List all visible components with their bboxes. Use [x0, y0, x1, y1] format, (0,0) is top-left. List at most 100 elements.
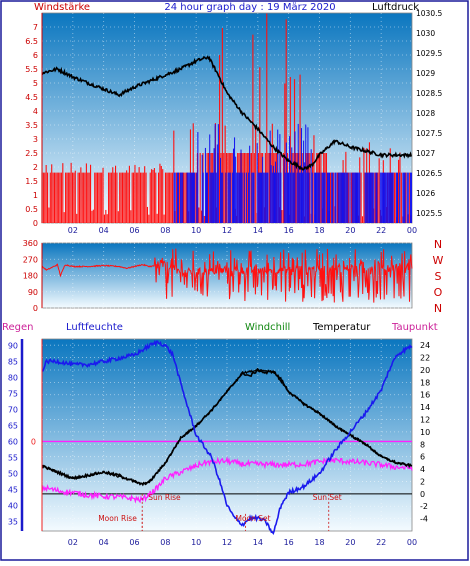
moon-set-label: Moon Set [236, 514, 271, 523]
legend-regen: Regen [2, 322, 34, 333]
wind-axis-ticks: 0 0.5 1 1.5 2 2.5 3 3.5 4 4.5 5 5.5 6 6.5 7 [25, 13, 43, 228]
hour-tick-label: 02 [68, 538, 78, 547]
humidity-tick-label: 40 [8, 501, 18, 510]
pressure-tick-label: 1028.5 [416, 89, 442, 98]
pressure-line [41, 55, 412, 171]
hour-tick-label: 06 [129, 226, 139, 235]
temperature-tick-label: 16 [420, 391, 430, 400]
temperature-tick-label: 18 [420, 378, 430, 387]
pressure-tick-label: 1030 [416, 29, 435, 38]
direction-tick-label: 90 [28, 288, 38, 297]
direction-tick-label: 270 [23, 255, 38, 264]
hour-tick-label: 08 [160, 538, 170, 547]
humidity-tick-label: 45 [8, 485, 18, 494]
humidity-tick-label: 90 [8, 341, 18, 350]
direction-tick-label: 180 [23, 272, 38, 281]
rain-tick-label: 0 [31, 437, 36, 446]
wind-tick-label: 4 [33, 107, 38, 116]
temperature-tick-label: 8 [420, 440, 425, 449]
wind-tick-label: 3.5 [25, 121, 38, 130]
sun-rise-label: Sun Rise [148, 493, 181, 502]
dewpoint-line [41, 455, 413, 504]
direction-series [41, 248, 413, 303]
temperature-line [41, 367, 413, 487]
wind-tick-label: 6 [33, 51, 38, 60]
legend-taupunkt: Taupunkt [391, 322, 438, 333]
temperature-tick-label: 20 [420, 366, 430, 375]
direction-tick-label: 0 [33, 304, 38, 313]
hour-tick-label: 04 [99, 538, 109, 547]
hour-tick-label: 00 [407, 538, 417, 547]
hour-tick-label: 14 [253, 538, 263, 547]
hour-tick-label: 16 [284, 538, 294, 547]
hour-tick-label: 10 [191, 538, 201, 547]
compass-letter: N [434, 238, 442, 251]
temperature-tick-label: 24 [420, 341, 430, 350]
humidity-line [42, 339, 413, 535]
pressure-tick-label: 1026 [416, 189, 435, 198]
temperature-tick-label: 6 [420, 453, 425, 462]
hour-tick-label: 22 [376, 538, 386, 547]
hour-tick-label: 18 [314, 226, 324, 235]
humidity-tick-label: 65 [8, 421, 18, 430]
wind-x-ticks: 02 04 06 08 10 12 14 16 18 20 22 00 [68, 226, 417, 235]
temp-x-ticks: 02 04 06 08 10 12 14 16 18 20 22 00 [68, 538, 417, 547]
pressure-tick-label: 1025.5 [416, 209, 442, 218]
wind-tick-label: 5.5 [25, 65, 38, 74]
hour-tick-label: 18 [314, 538, 324, 547]
pressure-tick-label: 1029 [416, 69, 435, 78]
humidity-axis-ticks: 35 40 45 50 55 60 65 70 75 80 85 90 [8, 339, 24, 531]
hour-tick-label: 16 [284, 226, 294, 235]
hour-tick-label: 22 [376, 226, 386, 235]
wind-tick-label: 2 [33, 163, 38, 172]
pressure-axis-ticks: 1025.5 1026 1026.5 1027 1027.5 1028 1028.5 1029… [416, 9, 442, 218]
direction-tick-label: 360 [23, 239, 38, 248]
temperature-tick-label: 14 [420, 403, 430, 412]
pressure-tick-label: 1027 [416, 149, 435, 158]
direction-axis-ticks: 0 90 180 270 360 [23, 239, 43, 313]
wind-tick-label: 1.5 [25, 177, 38, 186]
temperature-tick-label: -2 [420, 502, 428, 511]
moon-rise-label: Moon Rise [98, 514, 137, 523]
legend-luftfeuchte: Luftfeuchte [66, 322, 123, 333]
humidity-tick-label: 75 [8, 389, 18, 398]
wind-tick-label: 0.5 [25, 205, 38, 214]
temp-humidity-series [41, 339, 413, 535]
pressure-tick-label: 1026.5 [416, 169, 442, 178]
sun-set-label: Sun Set [313, 493, 342, 502]
temperature-tick-label: 22 [420, 354, 430, 363]
pressure-tick-label: 1030.5 [416, 9, 442, 18]
hour-tick-label: 14 [253, 226, 263, 235]
temperature-tick-label: 12 [420, 416, 430, 425]
humidity-tick-label: 55 [8, 453, 18, 462]
rain-axis-ticks: 0 [31, 339, 43, 531]
hour-tick-label: 20 [345, 226, 355, 235]
hour-tick-label: 12 [222, 538, 232, 547]
wind-axis-title: Windstärke [34, 2, 90, 13]
hour-tick-label: 00 [407, 226, 417, 235]
humidity-tick-label: 70 [8, 405, 18, 414]
temperature-tick-label: 4 [420, 465, 425, 474]
temperature-tick-label: 2 [420, 477, 425, 486]
pressure-tick-label: 1028 [416, 109, 435, 118]
hour-tick-label: 06 [129, 538, 139, 547]
wind-tick-label: 0 [33, 219, 38, 228]
compass-letter: O [434, 286, 443, 299]
wind-tick-label: 3 [33, 135, 38, 144]
humidity-tick-label: 80 [8, 373, 18, 382]
compass-letter: W [433, 254, 444, 267]
wind-tick-label: 6.5 [25, 37, 38, 46]
wind-tick-label: 1 [33, 191, 38, 200]
chart-title: 24 hour graph day : 19 März 2020 [164, 2, 335, 13]
hour-tick-label: 08 [160, 226, 170, 235]
legend-temperatur: Temperatur [312, 322, 371, 333]
reference-lines [42, 440, 412, 495]
pressure-tick-label: 1027.5 [416, 129, 442, 138]
wind-tick-label: 4.5 [25, 93, 38, 102]
legend-windchill: Windchill [245, 322, 290, 333]
